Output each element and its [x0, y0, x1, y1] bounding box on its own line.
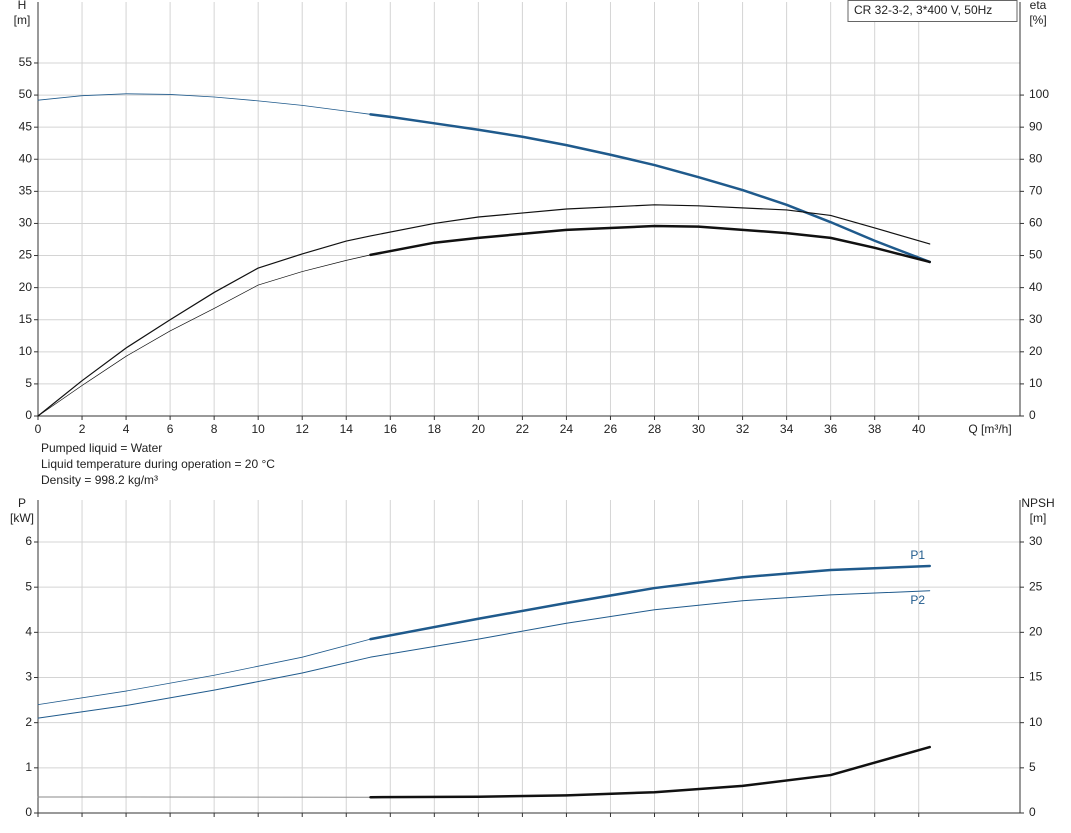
y-label: H [18, 0, 27, 12]
x-tick-label: 16 [384, 422, 398, 436]
y2-tick-label: 70 [1029, 184, 1043, 198]
y-tick-label: 15 [19, 312, 33, 326]
y-tick-label: 25 [19, 248, 33, 262]
curve [37, 638, 371, 705]
x-tick-label: 6 [167, 422, 174, 436]
x-tick-label: 22 [516, 422, 530, 436]
y2-unit: [m] [1030, 511, 1047, 525]
y2-tick-label: 20 [1029, 344, 1043, 358]
curve [37, 590, 931, 719]
y-tick-label: 45 [19, 119, 33, 133]
y-tick-label: 40 [19, 151, 33, 165]
y-tick-label: 0 [25, 805, 32, 819]
x-tick-label: 10 [251, 422, 265, 436]
curve [37, 204, 931, 417]
y-tick-label: 1 [25, 760, 32, 774]
x-tick-label: 34 [780, 422, 794, 436]
x-tick-label: 8 [211, 422, 218, 436]
y-tick-label: 30 [19, 216, 33, 230]
x-tick-label: 20 [472, 422, 486, 436]
curve [369, 564, 931, 641]
x-tick-label: 36 [824, 422, 838, 436]
y-tick-label: 2 [25, 715, 32, 729]
y2-tick-label: 10 [1029, 715, 1043, 729]
y-unit: [kW] [10, 511, 34, 525]
y2-tick-label: 50 [1029, 248, 1043, 262]
x-tick-label: 24 [560, 422, 574, 436]
x-tick-label: 38 [868, 422, 882, 436]
note: Density = 998.2 kg/m³ [41, 473, 158, 487]
y-tick-label: 6 [25, 534, 32, 548]
y-label: P [18, 496, 26, 510]
chart-title: CR 32-3-2, 3*400 V, 50Hz [854, 3, 992, 17]
y-unit: [m] [14, 13, 31, 27]
y2-tick-label: 0 [1029, 408, 1036, 422]
y-tick-label: 4 [25, 625, 32, 639]
x-tick-label: 26 [604, 422, 618, 436]
x-tick-label: 18 [428, 422, 442, 436]
y2-label: NPSH [1021, 496, 1054, 510]
y2-tick-label: 25 [1029, 579, 1043, 593]
y-tick-label: 5 [25, 376, 32, 390]
curve-label: P2 [910, 593, 925, 607]
note: Liquid temperature during operation = 20… [41, 457, 275, 471]
y2-tick-label: 5 [1029, 760, 1036, 774]
x-tick-label: 40 [912, 422, 926, 436]
y2-label: eta [1030, 0, 1047, 12]
x-tick-label: 2 [79, 422, 86, 436]
y-tick-label: 35 [19, 184, 33, 198]
y-tick-label: 10 [19, 344, 33, 358]
y-tick-label: 0 [25, 408, 32, 422]
y2-tick-label: 40 [1029, 280, 1043, 294]
title-box [847, 0, 1018, 22]
y2-tick-label: 0 [1029, 805, 1036, 819]
y-tick-label: 50 [19, 87, 33, 101]
y2-tick-label: 30 [1029, 534, 1043, 548]
note: Pumped liquid = Water [41, 441, 162, 455]
curve [369, 745, 931, 799]
x-label: Q [m³/h] [968, 422, 1011, 436]
x-tick-label: 0 [35, 422, 42, 436]
curve-label: P1 [910, 548, 925, 562]
x-tick-label: 28 [648, 422, 662, 436]
x-tick-label: 12 [296, 422, 310, 436]
y2-tick-label: 30 [1029, 312, 1043, 326]
x-tick-label: 4 [123, 422, 130, 436]
y-tick-label: 5 [25, 579, 32, 593]
curve [369, 113, 931, 264]
y-tick-label: 3 [25, 670, 32, 684]
y2-tick-label: 60 [1029, 216, 1043, 230]
y2-tick-label: 20 [1029, 625, 1043, 639]
x-tick-label: 14 [340, 422, 354, 436]
y2-unit: [%] [1029, 13, 1046, 27]
y2-tick-label: 15 [1029, 670, 1043, 684]
x-tick-label: 30 [692, 422, 706, 436]
x-tick-label: 32 [736, 422, 750, 436]
curve [37, 254, 371, 417]
y2-tick-label: 10 [1029, 376, 1043, 390]
curve [37, 93, 371, 115]
y2-tick-label: 80 [1029, 151, 1043, 165]
y-tick-label: 20 [19, 280, 33, 294]
y2-tick-label: 90 [1029, 119, 1043, 133]
curve [369, 224, 931, 264]
y2-tick-label: 100 [1029, 87, 1049, 101]
y-tick-label: 55 [19, 55, 33, 69]
